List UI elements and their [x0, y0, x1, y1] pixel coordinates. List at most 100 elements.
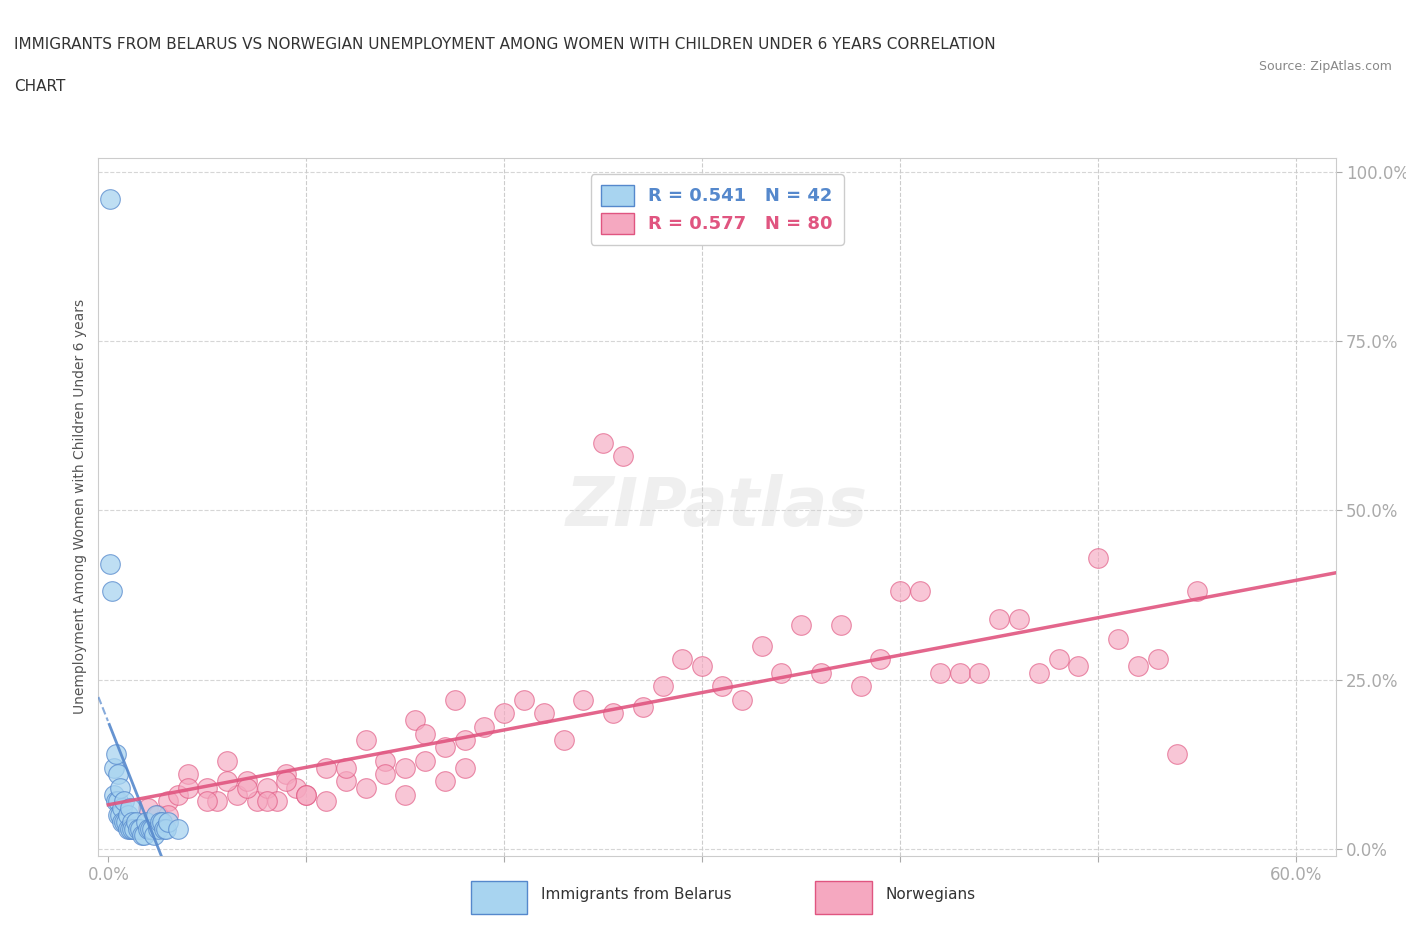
Point [711, 679, 734, 694]
Point [132, 828, 155, 843]
Point [671, 652, 693, 667]
Point [1028, 665, 1050, 680]
Point [195, 794, 218, 809]
Point [928, 665, 950, 680]
Point [108, 807, 131, 822]
Point [433, 739, 456, 754]
Point [948, 665, 970, 680]
Point [150, 815, 173, 830]
Point [315, 794, 337, 809]
Point [236, 780, 259, 795]
Point [101, 584, 124, 599]
Point [121, 821, 143, 836]
Point [246, 794, 269, 809]
Point [354, 780, 377, 795]
Point [176, 767, 198, 782]
Point [112, 794, 135, 809]
Point [266, 794, 288, 809]
Point [217, 774, 239, 789]
Point [335, 774, 357, 789]
Text: Source: ZipAtlas.com: Source: ZipAtlas.com [1258, 60, 1392, 73]
Point [1107, 631, 1129, 646]
Point [651, 679, 673, 694]
Point [127, 821, 149, 836]
Point [474, 720, 496, 735]
Text: CHART: CHART [14, 79, 66, 94]
Point [112, 815, 135, 830]
Point [256, 794, 278, 809]
Point [413, 726, 436, 741]
Point [276, 774, 298, 789]
Point [908, 584, 931, 599]
Point [849, 679, 872, 694]
Point [969, 665, 991, 680]
Point [103, 787, 125, 802]
Point [1185, 584, 1208, 599]
Point [125, 815, 148, 830]
Point [111, 815, 134, 830]
Point [111, 801, 134, 816]
Point [135, 815, 157, 830]
Point [145, 807, 167, 822]
Legend: R = 0.541   N = 42, R = 0.577   N = 80: R = 0.541 N = 42, R = 0.577 N = 80 [591, 174, 844, 245]
Point [98, 557, 121, 572]
Point [136, 801, 159, 816]
Point [602, 706, 624, 721]
Point [592, 435, 614, 450]
Point [443, 693, 465, 708]
Point [129, 821, 152, 836]
Text: Norwegians: Norwegians [886, 886, 976, 902]
Point [413, 753, 436, 768]
Point [166, 821, 188, 836]
Point [276, 767, 298, 782]
Point [149, 815, 172, 830]
Point [103, 760, 125, 775]
Point [142, 828, 165, 843]
Point [1067, 658, 1090, 673]
Point [889, 584, 911, 599]
Point [612, 448, 634, 463]
Point [988, 611, 1011, 626]
Point [120, 801, 142, 816]
Point [394, 760, 416, 775]
Point [1087, 551, 1109, 565]
Point [156, 807, 179, 822]
Point [1047, 652, 1070, 667]
Point [315, 760, 337, 775]
Point [494, 706, 516, 721]
Point [121, 815, 143, 830]
Point [205, 794, 228, 809]
Point [236, 774, 259, 789]
Point [152, 821, 174, 836]
Point [374, 753, 396, 768]
Point [810, 665, 832, 680]
Point [105, 747, 128, 762]
Point [453, 733, 475, 748]
Point [176, 780, 198, 795]
Point [751, 638, 773, 653]
Point [139, 821, 162, 836]
Point [107, 794, 129, 809]
Point [790, 618, 813, 632]
Point [1146, 652, 1168, 667]
Point [146, 807, 169, 822]
Point [155, 821, 177, 836]
Point [731, 693, 754, 708]
Text: Immigrants from Belarus: Immigrants from Belarus [541, 886, 733, 902]
Point [335, 760, 357, 775]
Point [295, 787, 318, 802]
Point [107, 807, 129, 822]
Point [1008, 611, 1031, 626]
Point [166, 787, 188, 802]
Point [1166, 747, 1188, 762]
Point [146, 821, 169, 836]
Point [131, 828, 153, 843]
Point [770, 665, 793, 680]
Point [217, 753, 239, 768]
Point [1126, 658, 1149, 673]
Point [394, 787, 416, 802]
Point [256, 780, 278, 795]
Point [105, 794, 128, 809]
Point [156, 815, 179, 830]
Point [136, 821, 159, 836]
